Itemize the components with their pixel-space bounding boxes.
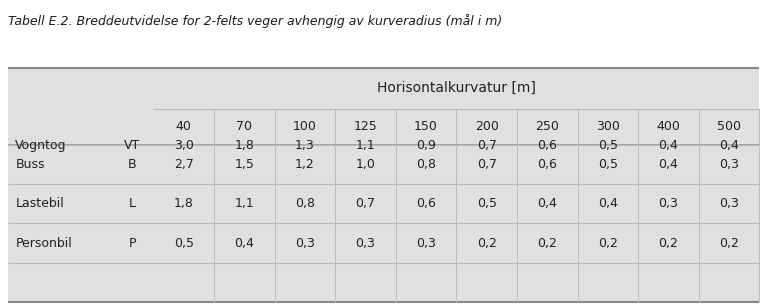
Text: 0,2: 0,2: [538, 237, 557, 249]
Text: VT: VT: [124, 139, 140, 152]
Text: 1,0: 1,0: [356, 158, 375, 171]
Text: 0,3: 0,3: [659, 197, 678, 210]
Text: 2,7: 2,7: [174, 158, 193, 171]
Text: P: P: [129, 237, 136, 249]
Text: 0,4: 0,4: [719, 139, 739, 152]
Text: 0,3: 0,3: [295, 237, 314, 249]
Text: 0,5: 0,5: [476, 197, 497, 210]
Text: 100: 100: [293, 120, 317, 133]
Text: 70: 70: [236, 120, 252, 133]
Text: 0,4: 0,4: [538, 197, 557, 210]
Text: 0,5: 0,5: [597, 158, 618, 171]
Text: 0,2: 0,2: [659, 237, 678, 249]
Text: 0,2: 0,2: [477, 237, 496, 249]
Text: 1,1: 1,1: [356, 139, 375, 152]
Text: 0,3: 0,3: [416, 237, 436, 249]
Text: 0,2: 0,2: [719, 237, 739, 249]
Text: 150: 150: [414, 120, 438, 133]
Text: Horisontalkurvatur [m]: Horisontalkurvatur [m]: [377, 81, 536, 95]
Text: 1,2: 1,2: [295, 158, 314, 171]
Text: Personbil: Personbil: [15, 237, 72, 249]
Text: 0,3: 0,3: [719, 158, 739, 171]
Text: 0,3: 0,3: [356, 237, 375, 249]
Text: Buss: Buss: [15, 158, 44, 171]
Text: 0,7: 0,7: [355, 197, 376, 210]
Text: 0,2: 0,2: [598, 237, 617, 249]
Text: 200: 200: [475, 120, 499, 133]
Text: 250: 250: [535, 120, 559, 133]
Text: 0,4: 0,4: [598, 197, 617, 210]
Text: 0,4: 0,4: [659, 139, 678, 152]
Text: Lastebil: Lastebil: [15, 197, 64, 210]
Text: 300: 300: [596, 120, 620, 133]
Text: L: L: [129, 197, 136, 210]
Text: B: B: [128, 158, 137, 171]
Text: 1,8: 1,8: [235, 139, 254, 152]
Text: 500: 500: [717, 120, 741, 133]
Bar: [8, 68, 759, 302]
Text: 0,3: 0,3: [719, 197, 739, 210]
Text: 1,1: 1,1: [235, 197, 254, 210]
Text: 0,6: 0,6: [538, 139, 557, 152]
Text: 0,5: 0,5: [173, 237, 194, 249]
Text: 0,5: 0,5: [597, 139, 618, 152]
Text: 0,6: 0,6: [538, 158, 557, 171]
Text: 0,6: 0,6: [416, 197, 436, 210]
Text: 125: 125: [354, 120, 377, 133]
Text: 0,8: 0,8: [295, 197, 315, 210]
Text: Vogntog: Vogntog: [15, 139, 67, 152]
Text: 0,8: 0,8: [416, 158, 436, 171]
Text: 40: 40: [176, 120, 192, 133]
Text: 0,7: 0,7: [476, 158, 497, 171]
Text: 0,9: 0,9: [416, 139, 436, 152]
Text: 3,0: 3,0: [174, 139, 193, 152]
Text: Tabell E.2. Breddeutvidelse for 2-felts veger avhengig av kurveradius (mål i m): Tabell E.2. Breddeutvidelse for 2-felts …: [8, 14, 502, 28]
Text: 1,3: 1,3: [295, 139, 314, 152]
Text: 1,8: 1,8: [174, 197, 193, 210]
Text: 0,4: 0,4: [235, 237, 254, 249]
Text: 0,7: 0,7: [476, 139, 497, 152]
Text: 400: 400: [657, 120, 680, 133]
Text: 1,5: 1,5: [235, 158, 254, 171]
Text: 0,4: 0,4: [659, 158, 678, 171]
